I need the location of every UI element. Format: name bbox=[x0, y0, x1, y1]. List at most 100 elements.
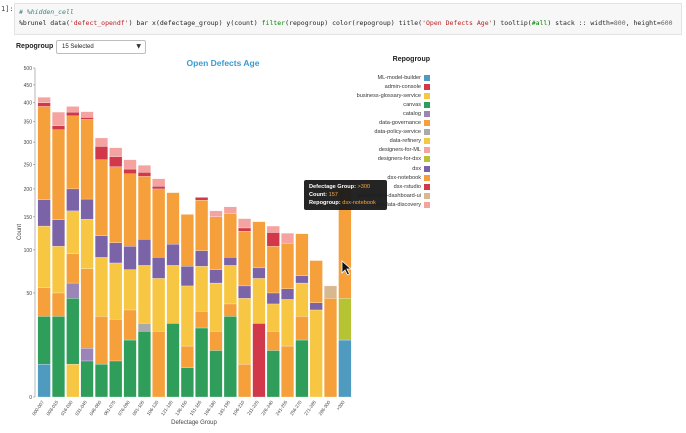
x-tick-label: 106-120 bbox=[146, 399, 160, 416]
repogroup-selected-value: 15 Selected bbox=[62, 44, 94, 50]
legend-swatch bbox=[424, 147, 430, 154]
stacked-bar-chart: Open Defects Age 0 50 100 150 200 250 300 350 400… bbox=[17, 58, 352, 426]
bar-segment bbox=[209, 216, 223, 270]
x-tick-label: 016-030 bbox=[60, 399, 74, 416]
bar-segment bbox=[180, 367, 194, 398]
x-tick-label: 241-255 bbox=[275, 399, 289, 416]
legend-swatch bbox=[424, 101, 430, 108]
bar-segment bbox=[223, 316, 237, 398]
legend-item[interactable]: governance-dashboard-ui bbox=[357, 185, 430, 199]
legend-title: Repogroup bbox=[392, 56, 430, 63]
bar-segment bbox=[180, 345, 194, 368]
legend-item[interactable]: data-refinery bbox=[390, 131, 430, 145]
bar-segment bbox=[309, 302, 323, 311]
bar-segment bbox=[238, 218, 252, 229]
bar-segment bbox=[281, 345, 294, 398]
bar-segment bbox=[37, 287, 51, 317]
repogroup-filter-select[interactable]: 15 Selected ▼ bbox=[56, 40, 146, 54]
code-token: #all bbox=[531, 19, 548, 27]
bar-segment bbox=[295, 316, 309, 341]
bar-segment bbox=[195, 327, 209, 398]
legend-label: metadata-discovery bbox=[372, 201, 421, 208]
x-tick-label: 046-060 bbox=[88, 399, 102, 416]
bar-segment bbox=[152, 186, 166, 190]
bar-segment bbox=[66, 106, 80, 113]
tooltip-key: Count: bbox=[309, 192, 328, 198]
bar-segment bbox=[66, 115, 80, 190]
x-tick-label: 031-045 bbox=[74, 399, 88, 416]
bar-segment bbox=[95, 257, 108, 317]
code-token: ) bar x(defectage_group) y(count) bbox=[128, 19, 262, 27]
y-tick-label: 500 bbox=[24, 66, 33, 72]
tooltip-row: Count: 157 bbox=[309, 191, 382, 199]
legend-item[interactable]: dsx-notebook bbox=[387, 167, 430, 181]
x-tick-label: 076-090 bbox=[117, 399, 131, 416]
legend-item[interactable]: designers-for-ML bbox=[379, 140, 430, 154]
bar-segment bbox=[137, 165, 151, 173]
legend-label: dsx bbox=[412, 165, 421, 172]
x-tick-label: 136-150 bbox=[174, 399, 188, 416]
bar-segment bbox=[166, 243, 180, 266]
bar-segment bbox=[109, 166, 123, 243]
bar-segment bbox=[152, 188, 166, 258]
legend-item[interactable]: canvas bbox=[403, 94, 430, 108]
legend-item[interactable]: designers-for-dsx bbox=[378, 149, 430, 163]
bar-segment bbox=[137, 265, 151, 324]
bar-segment bbox=[309, 260, 323, 303]
legend-item[interactable]: metadata-discovery bbox=[372, 194, 430, 208]
bar-segment bbox=[109, 319, 123, 362]
bar-segment bbox=[37, 97, 51, 103]
bar-segment bbox=[209, 350, 223, 398]
code-token: (repogroup) color(repogroup) title( bbox=[285, 19, 423, 27]
bar-segment bbox=[123, 269, 137, 311]
bar-segment bbox=[252, 267, 266, 279]
legend-item[interactable]: admin-console bbox=[385, 76, 430, 90]
legend-swatch bbox=[424, 165, 430, 172]
bar-segment bbox=[152, 278, 166, 332]
code-line: %brunel data('defect_opendf') bar x(defe… bbox=[19, 19, 673, 27]
legend-item[interactable]: dsx bbox=[412, 158, 430, 172]
bar-segment bbox=[80, 268, 94, 349]
bar-segment bbox=[123, 168, 137, 174]
bar-segment bbox=[137, 176, 151, 240]
bar-segment bbox=[80, 360, 94, 398]
x-tick-label: 226-240 bbox=[260, 399, 274, 416]
bar-segment bbox=[223, 303, 237, 317]
bar-segment bbox=[66, 363, 80, 398]
bar-segment bbox=[209, 269, 223, 284]
bar-segment bbox=[52, 246, 65, 294]
bar-segment bbox=[52, 125, 65, 130]
legend-item[interactable]: business-glossary-service bbox=[357, 85, 430, 99]
x-tick-label: 271-285 bbox=[303, 399, 317, 416]
bar-segment bbox=[209, 282, 223, 332]
chart-title: Open Defects Age bbox=[187, 58, 260, 68]
code-cell[interactable]: # %hidden_cell %brunel data('defect_open… bbox=[14, 3, 682, 35]
bar-segment bbox=[180, 214, 194, 267]
legend-swatch bbox=[424, 74, 430, 81]
tooltip-value: >300 bbox=[355, 184, 371, 190]
legend-item[interactable]: ML-model-builder bbox=[377, 67, 430, 81]
y-tick-label: 150 bbox=[24, 215, 33, 221]
bar-segment bbox=[95, 137, 108, 147]
bar-segment bbox=[266, 350, 280, 398]
legend-swatch bbox=[424, 192, 430, 199]
bar-segment bbox=[66, 298, 80, 365]
x-tick-label: 286-300 bbox=[318, 399, 332, 416]
x-tick-label: 181-195 bbox=[217, 399, 231, 416]
bar-segment bbox=[152, 331, 166, 398]
legend-item[interactable]: data-governance bbox=[379, 113, 430, 126]
legend-item[interactable]: catalog bbox=[403, 103, 430, 117]
x-axis-label: Defectage Group bbox=[171, 420, 217, 426]
bar-segment bbox=[137, 323, 151, 332]
code-token: 'defect_opendf' bbox=[69, 19, 129, 27]
legend-item[interactable]: data-policy-service bbox=[374, 122, 430, 136]
bar-segment bbox=[66, 188, 80, 212]
bar-segment bbox=[80, 219, 94, 269]
x-tick-label: 256-270 bbox=[289, 399, 303, 416]
bar-segment bbox=[137, 172, 151, 177]
bar-segment bbox=[95, 146, 108, 160]
legend-item[interactable]: dsx-rstudio bbox=[394, 176, 430, 190]
bar-segment bbox=[37, 316, 51, 365]
bar-segment bbox=[109, 147, 123, 157]
bar-segment bbox=[223, 265, 237, 305]
